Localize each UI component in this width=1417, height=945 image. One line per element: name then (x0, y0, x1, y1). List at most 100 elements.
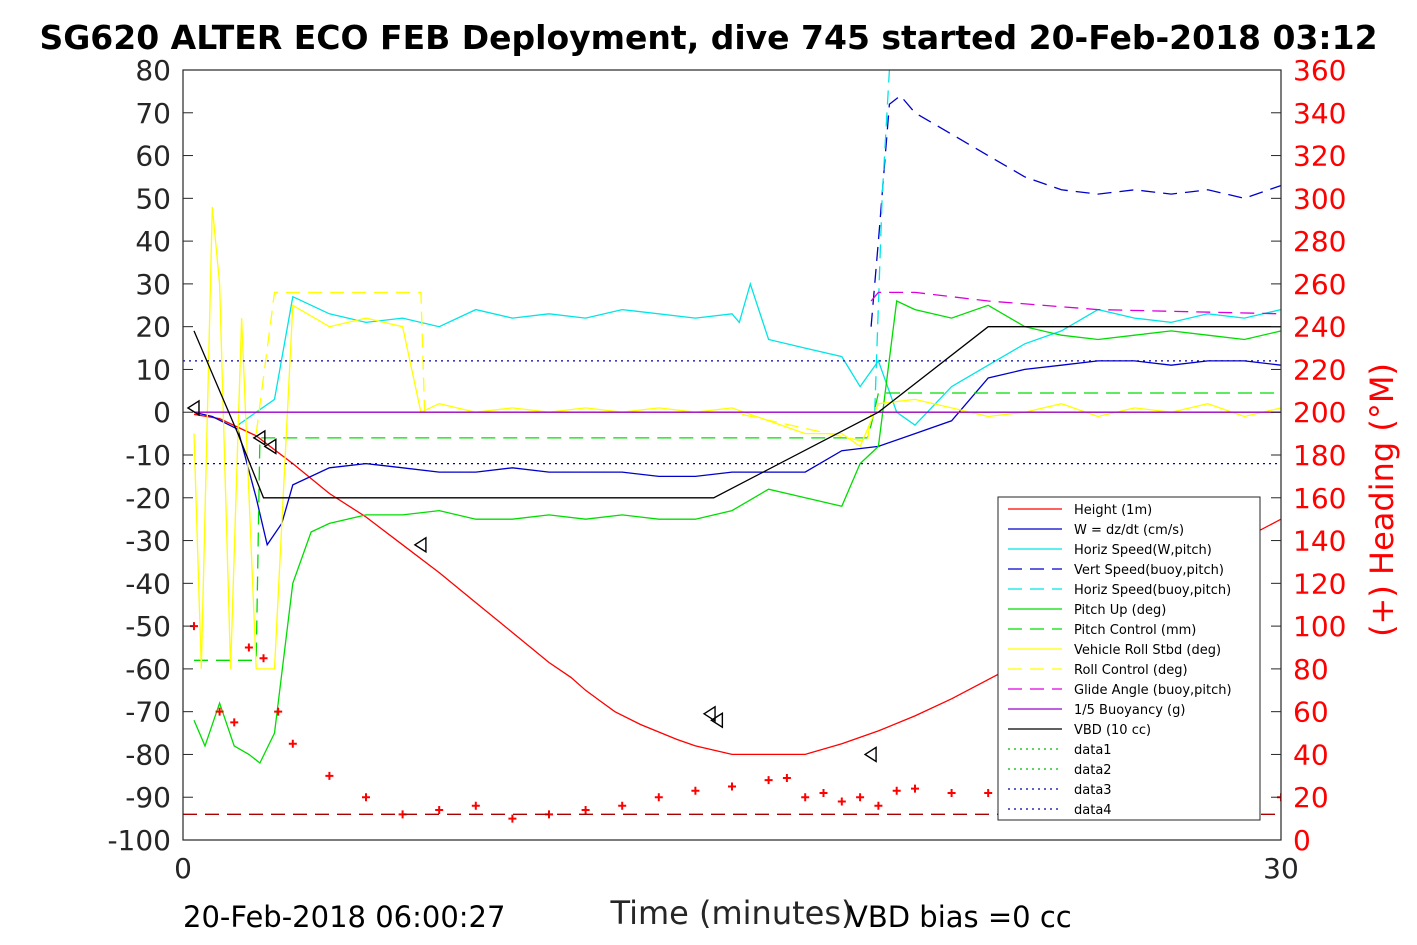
heading-point (215, 707, 224, 716)
series-line-1-5-buoyancy-g (194, 411, 1281, 413)
legend-entry-label: Glide Angle (buoy,pitch) (1074, 683, 1232, 698)
right-tick-label: 320 (1293, 140, 1346, 173)
heading-point (984, 788, 993, 797)
heading-point (1350, 815, 1358, 823)
date-label: 20-Feb-2018 06:00:27 (183, 900, 506, 934)
triangle-marker (186, 399, 200, 417)
x-tick-label: 0 (174, 852, 192, 885)
series-line-w-dz-dt-cm-s (193, 360, 1281, 547)
heading-point (618, 801, 627, 810)
legend-entry-label: Horiz Speed(buoy,pitch) (1074, 583, 1231, 598)
right-tick-label: 20 (1293, 781, 1329, 814)
legend-entry-label: data3 (1074, 783, 1112, 798)
heading-point (362, 793, 370, 802)
left-tick-label: -10 (125, 439, 171, 472)
heading-point (581, 806, 590, 815)
right-tick-label: 360 (1293, 54, 1346, 87)
right-tick-label: 260 (1293, 268, 1346, 301)
legend-entry-label: W = dz/dt (cm/s) (1074, 523, 1184, 538)
right-tick-label: 200 (1293, 396, 1346, 429)
right-tick-label: 220 (1293, 353, 1346, 386)
left-tick-label: 80 (135, 54, 171, 87)
left-tick-label: 10 (135, 353, 171, 386)
legend-entry-label: data4 (1074, 803, 1112, 818)
heading-point (764, 776, 773, 785)
right-tick-label: 120 (1293, 567, 1346, 600)
left-tick-label: 0 (153, 396, 171, 429)
series-layer (183, 70, 1395, 827)
left-tick-label: 60 (135, 140, 171, 173)
right-tick-label: 0 (1293, 824, 1311, 857)
left-tick-label: 70 (135, 97, 171, 130)
chart-title: SG620 ALTER ECO FEB Deployment, dive 745… (39, 18, 1378, 57)
series-line-vert-speed-buoy-pitch (870, 94, 1281, 327)
legend-entry-label: Height (1m) (1074, 503, 1152, 518)
right-tick-label: 240 (1293, 311, 1346, 344)
left-tick-label: -60 (125, 653, 171, 686)
left-tick-label: 40 (135, 225, 171, 258)
heading-point (1387, 819, 1395, 827)
right-tick-label: 100 (1293, 610, 1346, 643)
series-line-vbd-10-cc (193, 326, 1281, 499)
series-line-horiz-speed-buoy-pitch (874, 70, 891, 413)
left-tick-label: -100 (107, 824, 171, 857)
right-tick-label: 300 (1293, 182, 1346, 215)
triangle-marker (702, 705, 716, 723)
series-line-pitch-up-deg (193, 300, 1281, 765)
heading-point (801, 793, 810, 802)
left-tick-label: 50 (135, 182, 171, 215)
series-line-glide-angle-buoy-pitch (870, 291, 1281, 315)
heading-point (782, 773, 791, 782)
series-line-vehicle-roll-stbd-deg (193, 206, 1281, 670)
triangle-marker (710, 711, 724, 729)
heading-point (435, 806, 444, 815)
legend-entry-label: data1 (1074, 743, 1112, 758)
legend-entry-label: Roll Control (deg) (1074, 663, 1188, 678)
heading-point (728, 782, 736, 791)
heading-point (288, 739, 297, 748)
right-tick-label: 40 (1293, 738, 1329, 771)
right-tick-label: 140 (1293, 525, 1346, 558)
triangle-marker (863, 746, 877, 763)
left-tick-label: 20 (135, 311, 171, 344)
right-y-axis-label: (+) Heading (°M) (1363, 363, 1401, 637)
legend-entry-label: Vert Speed(buoy,pitch) (1074, 563, 1224, 578)
right-tick-label: 60 (1293, 696, 1329, 729)
heading-point (856, 793, 865, 802)
legend: Height (1m) W = dz/dt (cm/s) Horiz Speed(W… (997, 496, 1261, 821)
heading-point (259, 654, 268, 663)
axis-layer: 80706050403020100-10-20-30-40-50-60-70-8… (107, 54, 1346, 885)
heading-point (837, 797, 846, 806)
heading-point (471, 801, 480, 810)
x-axis-label: Time (minutes) (610, 894, 854, 932)
heading-point (947, 788, 956, 797)
x-tick-label: 30 (1263, 852, 1299, 885)
left-tick-label: -40 (125, 567, 171, 600)
heading-point (874, 801, 883, 810)
heading-point (230, 718, 239, 727)
legend-entry-label: 1/5 Buoyancy (g) (1074, 703, 1185, 718)
left-tick-label: -70 (125, 696, 171, 729)
heading-point (819, 788, 828, 797)
triangle-marker (252, 429, 266, 447)
legend-entry-label: Vehicle Roll Stbd (deg) (1074, 643, 1221, 658)
right-tick-label: 160 (1293, 482, 1346, 515)
heading-point (654, 793, 663, 802)
heading-point (892, 786, 901, 795)
vbd-bias-annotation: VBD bias =0 cc (848, 900, 1072, 934)
legend-entry-label: Pitch Control (mm) (1074, 623, 1196, 638)
series-line-height-1m (193, 413, 1281, 756)
marker-layer (186, 399, 877, 763)
legend-entry-label: data2 (1074, 763, 1112, 778)
triangle-marker (413, 536, 427, 554)
legend-entry-label: Horiz Speed(W,pitch) (1074, 543, 1212, 558)
legend-entry-label: Pitch Up (deg) (1074, 603, 1166, 618)
right-tick-label: 340 (1293, 97, 1346, 130)
left-tick-label: -50 (125, 610, 171, 643)
heading-point (911, 784, 919, 793)
series-line-horiz-speed-w-pitch (237, 281, 1281, 426)
right-tick-label: 180 (1293, 439, 1346, 472)
heading-point (508, 814, 517, 823)
heading-point (274, 707, 283, 716)
